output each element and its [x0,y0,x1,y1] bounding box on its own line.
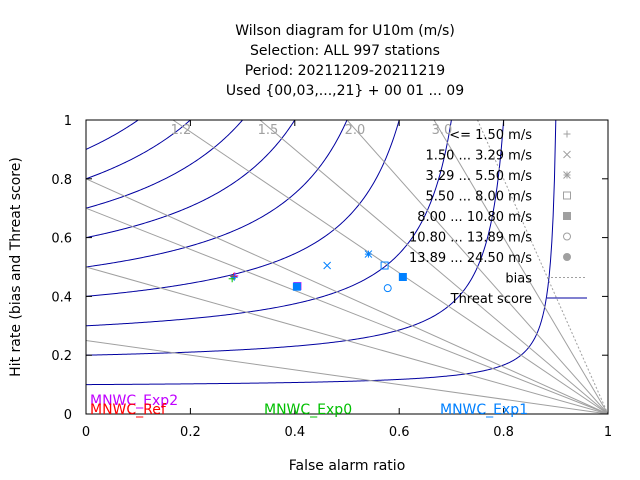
bias-label: 1.2 [171,123,192,138]
bias-line [433,119,609,415]
bias-label: 3.0 [432,123,453,138]
legend-label: bias [505,272,532,287]
y-axis-label: Hit rate (bias and Threat score) [8,157,24,377]
bias-line [346,119,609,415]
legend-label: 13.89 ... 24.50 m/s [409,251,532,266]
legend-symbol [563,232,571,241]
series-label: MNWC_Exp0 [264,402,352,418]
title-line-2: Selection: ALL 997 stations [250,43,440,59]
title-line-3: Period: 20211209-20211219 [245,63,445,79]
legend: <= 1.50 m/s 1.50 ... 3.29 m/s 3.29 ... 5.5… [409,128,587,307]
legend-symbol [563,150,571,159]
x-tick-label: 0.2 [180,425,201,440]
data-point [230,273,238,281]
y-tick-label: 0.4 [51,290,72,305]
bias-labels: 1.2 1.5 2.0 3.0 [171,123,453,138]
data-points [228,250,407,293]
x-tick-label: 0 [82,425,90,440]
y-tick-label: 0.6 [51,232,72,247]
filled-square-marker [292,282,301,291]
y-tick-label: 0.2 [51,349,72,364]
data-point [398,272,407,281]
bias-line [85,178,609,415]
threat-score-curve [85,119,557,386]
bias-lines [85,119,609,415]
open-square-marker [380,261,389,270]
series-label: MNWC_Ref [90,402,167,418]
x-tick-label: 0.4 [284,425,305,440]
cross-marker [563,150,571,159]
legend-symbol [563,253,571,261]
star-marker [364,250,373,258]
legend-symbol [563,212,571,220]
threat-score-curve [85,119,505,356]
chart-title: Wilson diagram for U10m (m/s) Selection:… [226,23,464,99]
data-point [364,250,373,258]
legend-symbol [563,130,571,138]
legend-label: 10.80 ... 13.89 m/s [409,231,532,246]
series-label: MNWC_Exp2 [90,393,178,409]
threat-score-curve [85,119,296,239]
bias-label: 2.0 [345,123,366,138]
star-marker [563,171,571,179]
y-tick-label: 1 [64,114,72,129]
data-point [383,284,392,293]
legend-symbol [563,191,571,200]
x-tick-label: 0.6 [389,425,410,440]
title-line-1: Wilson diagram for U10m (m/s) [235,23,455,39]
data-point [323,261,332,270]
x-axis-label: False alarm ratio [289,458,406,474]
bias-line [85,207,609,415]
x-tick-label: 0.8 [493,425,514,440]
legend-label: <= 1.50 m/s [449,128,532,143]
legend-label: 5.50 ... 8.00 m/s [425,190,532,205]
data-point [292,282,301,291]
open-square-marker [563,191,571,200]
data-point [380,261,389,270]
legend-label: 1.50 ... 3.29 m/s [425,149,532,164]
plot-frame [85,119,609,415]
bias-line [85,266,609,415]
axis-ticks: 0 0.2 0.4 0.6 0.8 1 0 0.2 0.4 0.6 0.8 1 [51,114,612,440]
plus-marker [230,273,238,281]
threat-score-curve [85,119,139,150]
legend-label: 8.00 ... 10.80 m/s [417,210,532,225]
title-line-4: Used {00,03,...,21} + 00 01 ... 09 [226,83,464,99]
filled-square-marker [398,272,407,281]
open-circle-marker [383,284,392,293]
bias-line [477,119,609,415]
bias-line [259,119,609,415]
plus-marker [563,130,571,138]
open-circle-marker [563,232,571,241]
legend-symbol [563,171,571,179]
legend-label: 3.29 ... 5.50 m/s [425,169,532,184]
filled-square-marker [563,212,571,220]
bias-line [85,340,609,415]
bias-line [172,119,609,415]
cross-marker [323,261,332,270]
series-label: MNWC_Exp1 [440,402,528,418]
threat-score-curve [85,119,400,297]
bias-label: 1.5 [258,123,279,138]
filled-circle-marker [563,253,571,261]
legend-label: Threat score [450,292,532,307]
threat-score-curve [85,119,191,180]
threat-score-curve [85,119,452,327]
x-tick-label: 1 [604,425,612,440]
y-tick-label: 0 [64,408,72,423]
threat-score-curve [85,119,243,209]
y-tick-label: 0.8 [51,173,72,188]
